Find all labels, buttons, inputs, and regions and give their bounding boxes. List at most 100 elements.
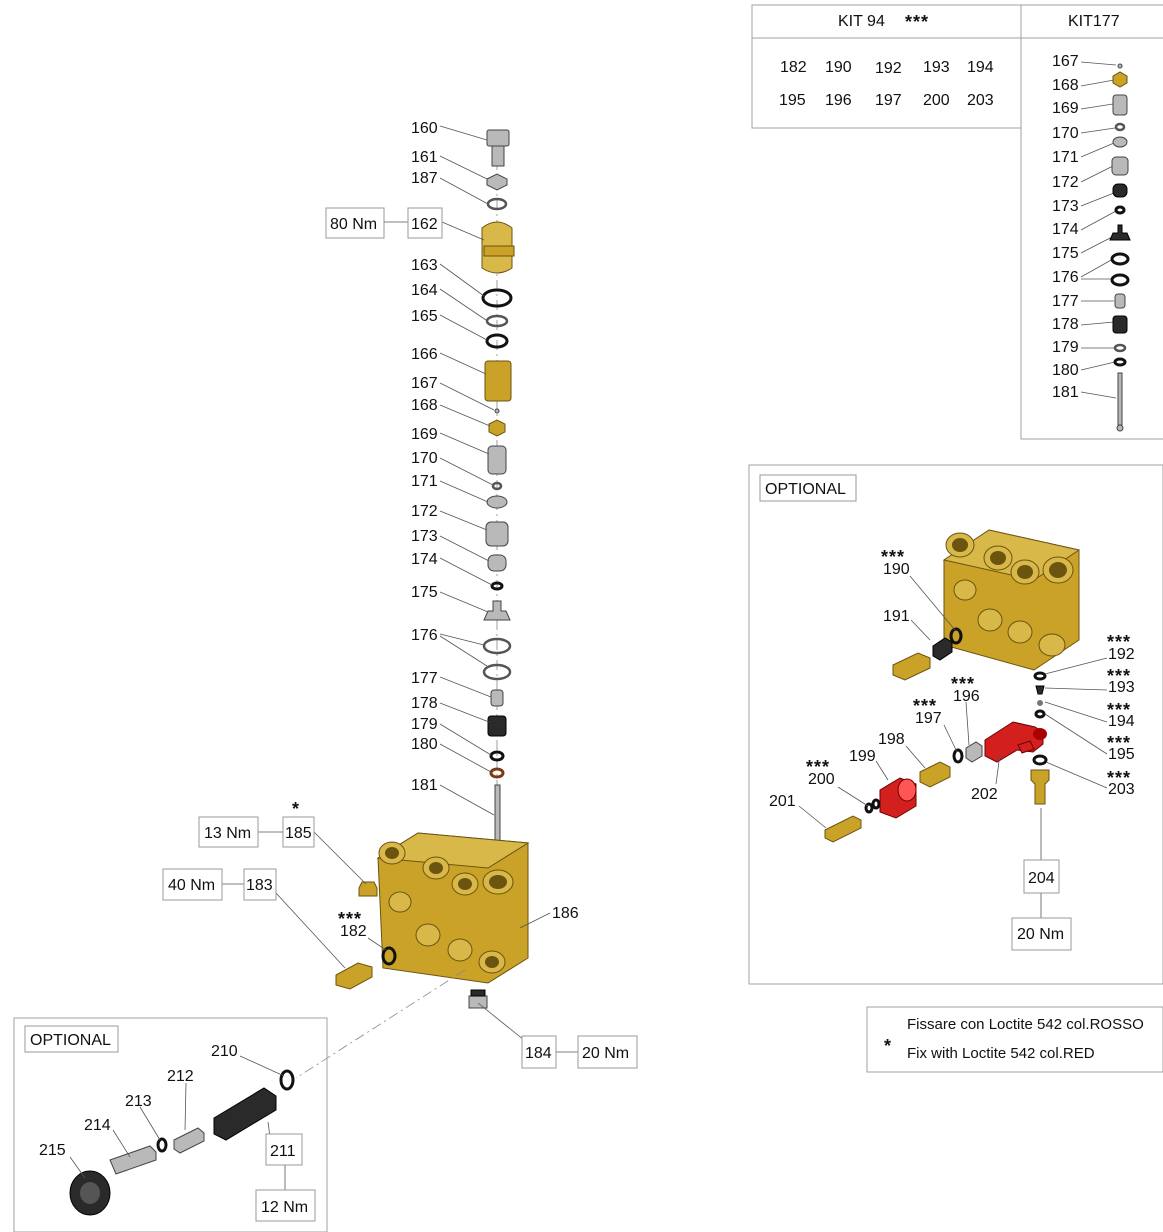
label-195: 195	[1108, 746, 1135, 763]
main-side-parts	[335, 881, 488, 1009]
label-178: 178	[411, 695, 438, 712]
label-168: 168	[411, 397, 438, 414]
label-190: 190	[883, 561, 910, 578]
label-215: 215	[39, 1142, 66, 1159]
note-line-it: Fissare con Loctite 542 col.ROSSO	[907, 1016, 1144, 1033]
label-167: 167	[411, 375, 438, 392]
triple-star-195: ***	[1107, 733, 1131, 753]
torque-box-162	[325, 207, 385, 239]
label-164: 164	[411, 282, 438, 299]
kit94-item: 203	[967, 92, 994, 109]
kit94-item: 197	[875, 92, 902, 109]
label-162: 162	[411, 216, 438, 233]
torque-183: 40 Nm	[168, 877, 215, 894]
label-176: 176	[411, 627, 438, 644]
kit177-item: 181	[1052, 384, 1079, 401]
label-196: 196	[953, 688, 980, 705]
label-181: 181	[411, 777, 438, 794]
optional-bottom-title: OPTIONAL	[30, 1032, 111, 1049]
part-box-211	[265, 1133, 303, 1166]
triple-star-193: ***	[1107, 666, 1131, 686]
triple-star-196: ***	[951, 674, 975, 694]
torque-box-211	[255, 1189, 316, 1222]
label-200: 200	[808, 771, 835, 788]
kit94-table: KIT 94 *** 182 190 192 193 194 195 196 1…	[751, 4, 1022, 129]
triple-star-194: ***	[1107, 700, 1131, 720]
kit94-item: 182	[780, 59, 807, 76]
label-163: 163	[411, 257, 438, 274]
label-199: 199	[849, 748, 876, 765]
single-star-185: *	[292, 799, 300, 819]
torque-box-183	[162, 868, 223, 901]
torque-185: 13 Nm	[204, 825, 251, 842]
torque-184: 20 Nm	[582, 1045, 629, 1062]
torque-211: 12 Nm	[261, 1199, 308, 1216]
label-203: 203	[1108, 781, 1135, 798]
label-173: 173	[411, 528, 438, 545]
label-198: 198	[878, 731, 905, 748]
label-192: 192	[1108, 646, 1135, 663]
note-line-en: Fix with Loctite 542 col.RED	[907, 1045, 1095, 1062]
torque-box-185	[198, 816, 259, 848]
label-202: 202	[971, 786, 998, 803]
label-186: 186	[552, 905, 579, 922]
label-180: 180	[411, 736, 438, 753]
loctite-note: * Fissare con Loctite 542 col.ROSSO Fix …	[866, 1006, 1163, 1073]
kit177-item: 176	[1052, 269, 1079, 286]
label-165: 165	[411, 308, 438, 325]
torque-204: 20 Nm	[1017, 926, 1064, 943]
triple-star-192: ***	[1107, 632, 1131, 652]
link-to-optional-bottom	[295, 969, 466, 1079]
triple-star-200: ***	[806, 757, 830, 777]
triple-star-197: ***	[913, 696, 937, 716]
optional-right-leaders	[798, 575, 1108, 918]
triple-star-182: ***	[338, 909, 362, 929]
kit177-item: 177	[1052, 293, 1079, 310]
label-166: 166	[411, 346, 438, 363]
kit177-labels: 167 168 169 170 171 172 173 174 175 176 …	[1052, 53, 1079, 401]
part-box-184	[521, 1035, 557, 1069]
main-labels: 160 161 187 163 164 165 166 167 168 169 …	[162, 120, 638, 1069]
kit94-item: 195	[779, 92, 806, 109]
kit177-item: 178	[1052, 316, 1079, 333]
kit94-item: 190	[825, 59, 852, 76]
label-213: 213	[125, 1093, 152, 1110]
torque-box-204	[1011, 917, 1072, 951]
part-box-183	[243, 868, 277, 901]
kit94-item: 196	[825, 92, 852, 109]
kit177-item: 169	[1052, 100, 1079, 117]
main-stack-parts	[481, 129, 515, 853]
kit177-item: 173	[1052, 198, 1079, 215]
label-211: 211	[270, 1143, 296, 1160]
part-box-185	[282, 816, 315, 848]
label-161: 161	[411, 149, 438, 166]
kit94-item: 192	[875, 60, 902, 77]
label-214: 214	[84, 1117, 111, 1134]
label-187: 187	[411, 170, 438, 187]
kit94-title: KIT 94	[838, 13, 885, 30]
kit177-item: 175	[1052, 245, 1079, 262]
kit177-leaders	[1080, 61, 1117, 399]
kit177-item: 174	[1052, 221, 1079, 238]
label-174: 174	[411, 551, 438, 568]
kit177-item: 171	[1052, 149, 1079, 166]
kit177-item: 179	[1052, 339, 1079, 356]
label-172: 172	[411, 503, 438, 520]
kit177-item: 168	[1052, 77, 1079, 94]
kit94-item: 200	[923, 92, 950, 109]
optional-right-panel: OPTIONAL	[748, 464, 1163, 985]
label-170: 170	[411, 450, 438, 467]
label-160: 160	[411, 120, 438, 137]
optional-bottom-leaders	[69, 1055, 286, 1190]
label-177: 177	[411, 670, 438, 687]
torque-162: 80 Nm	[330, 216, 377, 233]
label-179: 179	[411, 716, 438, 733]
label-204: 204	[1028, 870, 1055, 887]
optional-bottom-panel: OPTIONAL 210 212 213 214 215 211 12 Nm	[13, 1017, 328, 1232]
main-manifold	[376, 832, 530, 984]
label-184: 184	[525, 1045, 552, 1062]
kit177-item: 167	[1052, 53, 1079, 70]
label-185: 185	[285, 825, 312, 842]
triple-star-190: ***	[881, 547, 905, 567]
